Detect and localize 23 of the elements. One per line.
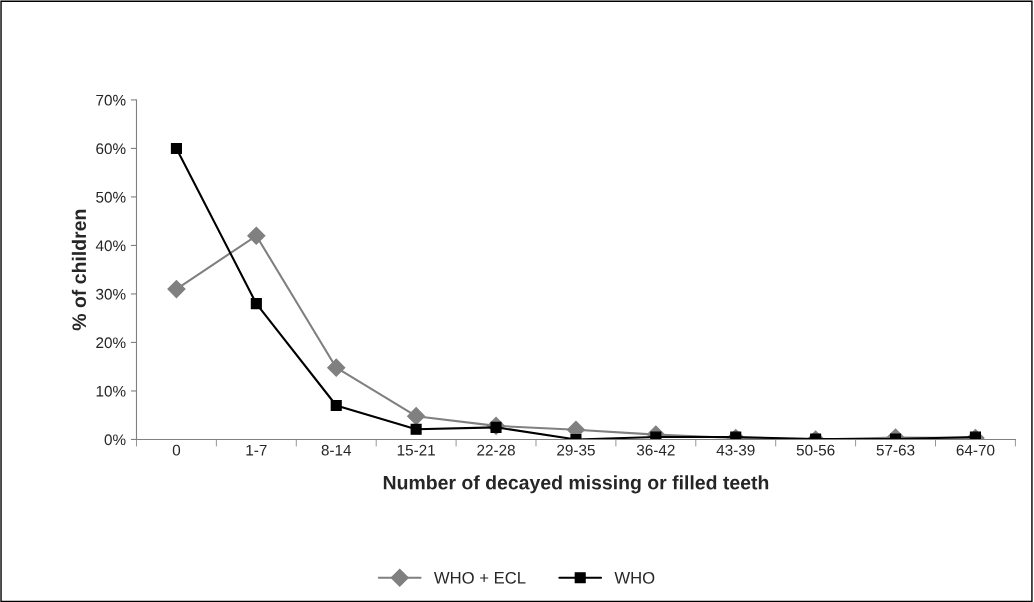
y-tick-label: 50% xyxy=(96,191,126,203)
x-tick-label: 29-35 xyxy=(557,444,595,456)
y-tick-label: 70% xyxy=(96,94,126,106)
y-tick-label: 0% xyxy=(104,434,126,446)
x-tick-label: 43-39 xyxy=(716,444,755,456)
x-tick-label: 1-7 xyxy=(246,444,267,456)
y-tick-label: 10% xyxy=(96,385,126,397)
x-tick-label: 8-14 xyxy=(321,444,352,456)
legend-label: WHO xyxy=(614,571,655,584)
x-tick-label: 22-28 xyxy=(477,444,515,456)
y-tick-label: 60% xyxy=(96,143,126,155)
y-tick-label: 30% xyxy=(96,288,126,300)
x-tick-label: 0 xyxy=(172,444,181,456)
x-axis-title: Number of decayed missing or filled teeth xyxy=(383,475,769,494)
x-tick-label: 36-42 xyxy=(636,444,675,456)
x-tick-label: 15-21 xyxy=(397,444,435,456)
legend-label: WHO + ECL xyxy=(433,571,526,584)
y-tick-label: 20% xyxy=(96,337,126,349)
x-tick-label: 64-70 xyxy=(956,444,995,456)
x-tick-label: 57-63 xyxy=(876,444,915,456)
x-tick-label: 50-56 xyxy=(796,444,835,456)
y-axis-title: % of children xyxy=(71,209,87,331)
y-tick-label: 40% xyxy=(95,240,126,252)
